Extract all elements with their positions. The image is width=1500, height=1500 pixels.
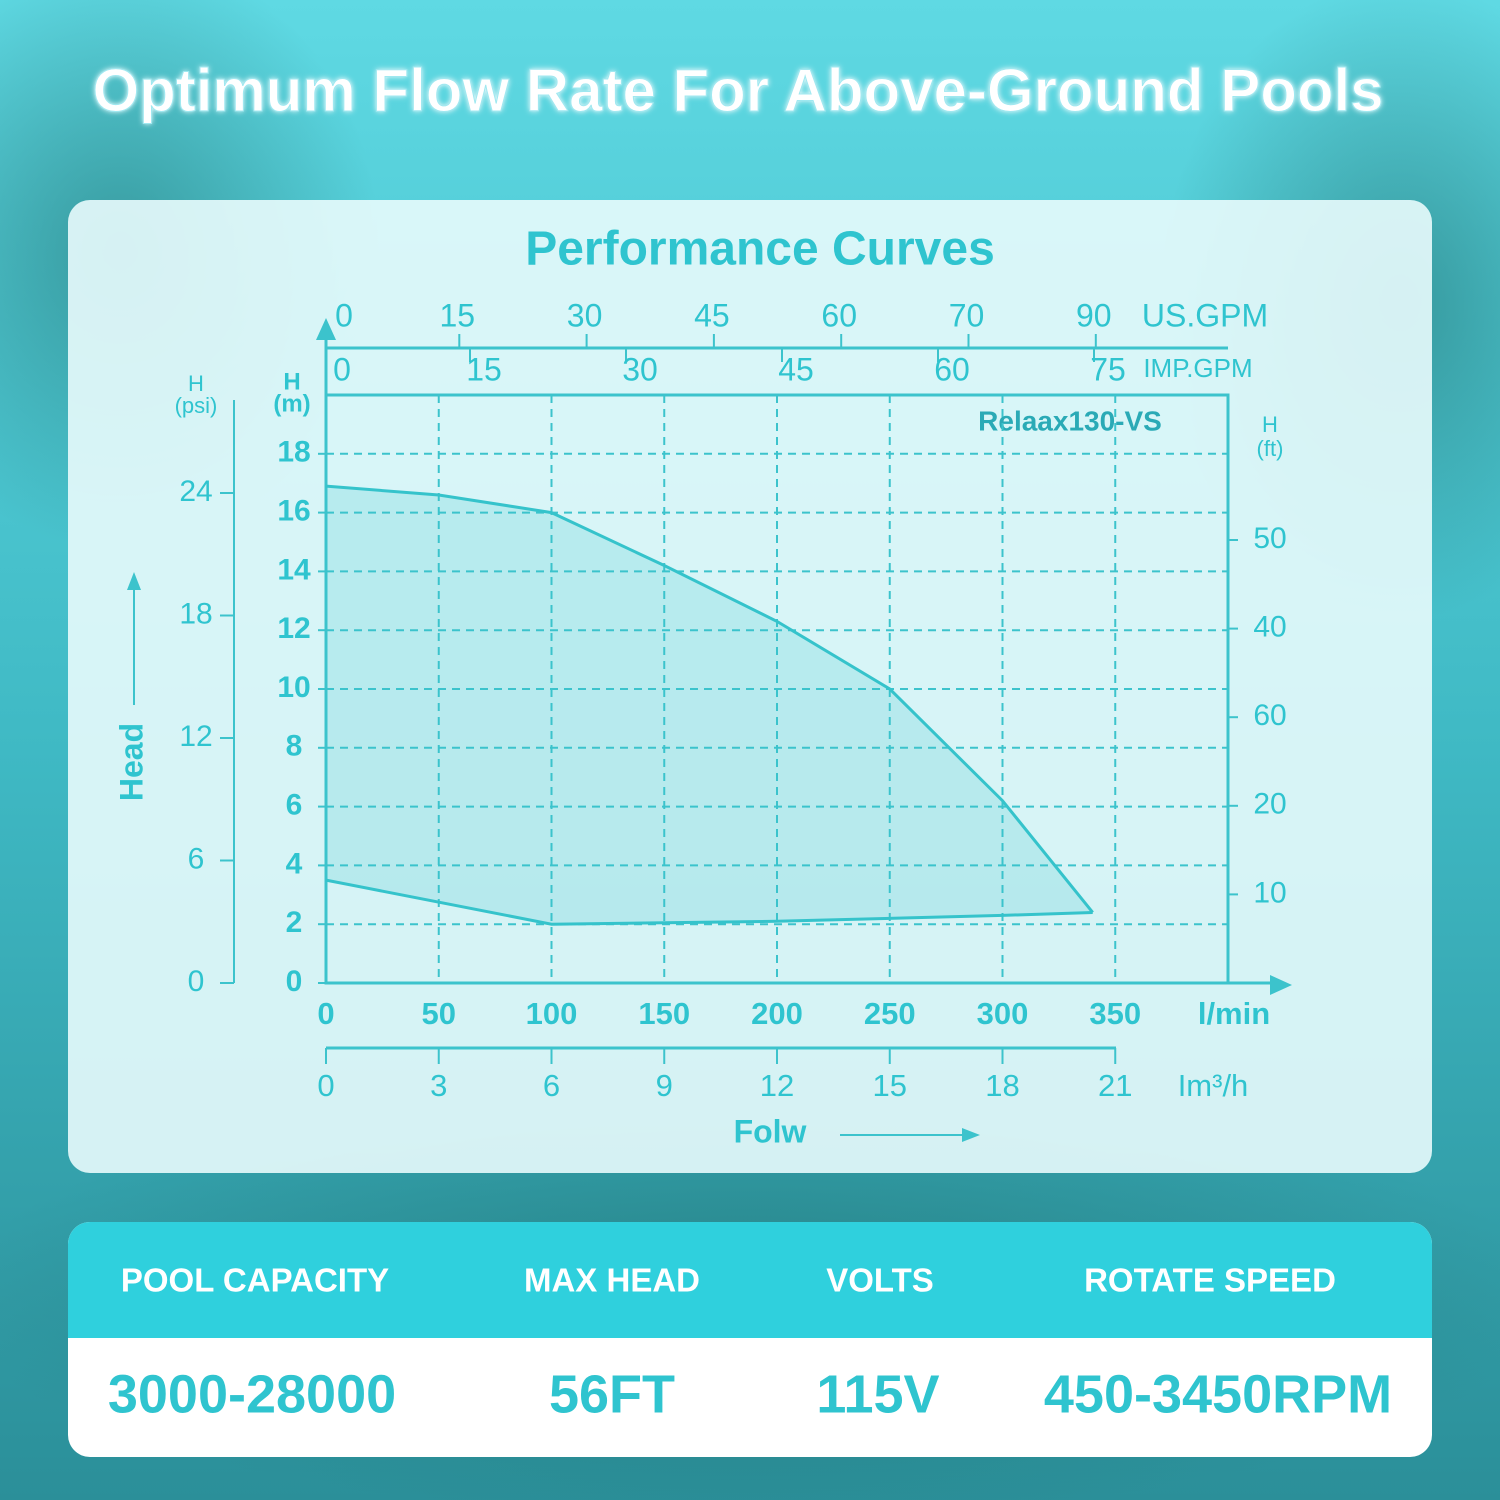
us-gpm-tick-label: 45	[694, 297, 730, 333]
imp-gpm-unit: IMP.GPM	[1143, 353, 1252, 383]
m3h-tick-label: 0	[317, 1068, 334, 1103]
arrow-head	[962, 1128, 980, 1142]
imp-gpm-tick-label: 30	[622, 351, 658, 387]
y-title: Head	[113, 723, 149, 801]
ft-tick-label: 40	[1253, 611, 1286, 644]
x-tick-label: 350	[1089, 996, 1141, 1031]
us-gpm-tick-label: 70	[949, 297, 985, 333]
range-fill	[326, 486, 1093, 925]
y-tick-label: 10	[277, 671, 310, 704]
us-gpm-tick-label: 90	[1076, 297, 1112, 333]
psi-unit: H	[188, 371, 204, 396]
m3h-tick-label: 9	[656, 1068, 673, 1103]
y-tick-label: 8	[286, 730, 303, 763]
ft-tick-label: 20	[1253, 788, 1286, 821]
imp-gpm-tick-label: 60	[934, 351, 970, 387]
psi-tick-label: 12	[179, 720, 212, 753]
y-tick-label: 14	[277, 553, 311, 586]
x-tick-label: 150	[638, 996, 690, 1031]
x-title: Folw	[734, 1113, 807, 1149]
us-gpm-tick-label: 0	[335, 297, 353, 333]
psi-tick-label: 6	[188, 842, 205, 875]
chart-panel	[68, 200, 1432, 1173]
psi-unit: (psi)	[175, 393, 218, 418]
imp-gpm-tick-label: 45	[778, 351, 814, 387]
ft-tick-label: 10	[1253, 876, 1286, 909]
y-tick-label: 6	[286, 789, 303, 822]
imp-gpm-tick-label: 75	[1090, 351, 1126, 387]
arrow-head	[1270, 975, 1292, 995]
spec-header: MAX HEAD	[524, 1262, 700, 1299]
m3h-tick-label: 6	[543, 1068, 560, 1103]
chart-title: Performance Curves	[525, 223, 995, 276]
x-tick-label: 300	[977, 996, 1029, 1031]
y-tick-label: 16	[277, 495, 310, 528]
m3h-tick-label: 15	[873, 1068, 907, 1103]
spec-header: ROTATE SPEED	[1084, 1262, 1336, 1299]
psi-tick-label: 24	[179, 475, 212, 508]
spec-header-band	[68, 1222, 1432, 1338]
ft-tick-label: 50	[1253, 522, 1286, 555]
psi-tick-label: 0	[188, 965, 205, 998]
ft-unit: (ft)	[1257, 436, 1284, 461]
m3h-tick-label: 21	[1098, 1068, 1132, 1103]
spec-header: VOLTS	[826, 1262, 934, 1299]
imp-gpm-tick-label: 0	[333, 351, 351, 387]
arrow-head	[316, 318, 336, 340]
us-gpm-unit: US.GPM	[1142, 297, 1268, 333]
ft-unit: H	[1262, 412, 1278, 437]
spec-value: 3000-28000	[108, 1364, 396, 1424]
spec-value: 450-3450RPM	[1044, 1364, 1392, 1424]
model-label: Relaax130-VS	[978, 405, 1162, 436]
y-unit: H	[283, 368, 300, 395]
m3h-tick-label: 18	[985, 1068, 1019, 1103]
imp-gpm-tick-label: 15	[466, 351, 502, 387]
y-unit: (m)	[273, 390, 310, 417]
m3h-tick-label: 12	[760, 1068, 794, 1103]
curve	[325, 484, 1094, 914]
spec-header: POOL CAPACITY	[121, 1262, 389, 1299]
page-title: Optimum Flow Rate For Above-Ground Pools	[92, 57, 1383, 124]
us-gpm-tick-label: 30	[567, 297, 603, 333]
x-tick-label: 250	[864, 996, 916, 1031]
x-tick-label: 0	[317, 996, 334, 1031]
us-gpm-tick-label: 60	[821, 297, 857, 333]
spec-value: 115V	[816, 1364, 939, 1424]
y-tick-label: 2	[286, 906, 303, 939]
psi-tick-label: 18	[179, 597, 212, 630]
ft-tick-label: 60	[1253, 699, 1286, 732]
m3h-tick-label: 3	[430, 1068, 447, 1103]
x-tick-label: 200	[751, 996, 803, 1031]
x-unit: l/min	[1198, 996, 1270, 1031]
y-tick-label: 18	[277, 436, 310, 469]
x-tick-label: 100	[526, 996, 578, 1031]
us-gpm-tick-label: 15	[440, 297, 476, 333]
y-tick-label: 4	[286, 847, 303, 880]
spec-value: 56FT	[549, 1364, 675, 1424]
y-tick-label: 0	[286, 965, 303, 998]
arrow-head	[127, 572, 141, 590]
curve	[325, 878, 1093, 926]
m3h-unit: Im³/h	[1178, 1068, 1249, 1103]
x-tick-label: 50	[422, 996, 456, 1031]
y-tick-label: 12	[277, 612, 310, 645]
